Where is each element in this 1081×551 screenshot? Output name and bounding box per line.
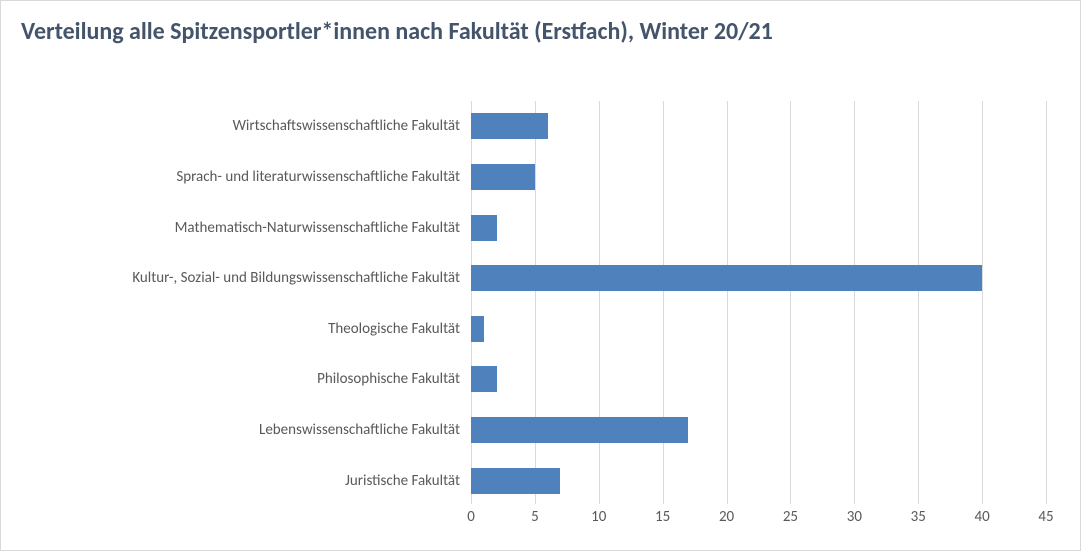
y-axis-label: Lebenswissenschaftliche Fakultät xyxy=(259,421,460,439)
bar-row xyxy=(471,304,1046,355)
y-axis-label: Theologische Fakultät xyxy=(328,320,460,338)
y-axis-label: Kultur-, Sozial- und Bildungswissenschaf… xyxy=(132,269,460,287)
x-axis-tick: 40 xyxy=(975,508,990,526)
x-axis-tick: 35 xyxy=(911,508,926,526)
y-axis-label: Sprach- und literaturwissenschaftliche F… xyxy=(176,168,460,186)
bar xyxy=(471,468,560,494)
bar-row xyxy=(471,101,1046,152)
x-axis-tick: 45 xyxy=(1038,508,1053,526)
bar-row xyxy=(471,253,1046,304)
x-axis: 051015202530354045 xyxy=(471,508,1046,528)
y-axis-label: Mathematisch-Naturwissenschaftliche Faku… xyxy=(175,219,460,237)
bar xyxy=(471,113,548,139)
bar-row xyxy=(471,202,1046,253)
bar xyxy=(471,366,497,392)
bar-row xyxy=(471,354,1046,405)
gridline xyxy=(1046,101,1047,504)
bar xyxy=(471,417,688,443)
y-axis-label: Wirtschaftswissenschaftliche Fakultät xyxy=(233,117,460,135)
x-axis-tick: 20 xyxy=(719,508,734,526)
plot-area xyxy=(471,101,1046,504)
x-axis-tick: 0 xyxy=(467,508,475,526)
y-axis-label: Philosophische Fakultät xyxy=(317,370,460,388)
bar xyxy=(471,215,497,241)
x-axis-tick: 10 xyxy=(591,508,606,526)
x-axis-tick: 25 xyxy=(783,508,798,526)
chart-title: Verteilung alle Spitzensportler*innen na… xyxy=(21,17,1062,47)
bar-row xyxy=(471,152,1046,203)
bar xyxy=(471,265,982,291)
bar xyxy=(471,164,535,190)
y-axis-label: Juristische Fakultät xyxy=(345,472,460,490)
bar-row xyxy=(471,455,1046,506)
bar xyxy=(471,316,484,342)
chart-container: Verteilung alle Spitzensportler*innen na… xyxy=(0,0,1081,551)
x-axis-tick: 5 xyxy=(531,508,539,526)
x-axis-tick: 15 xyxy=(655,508,670,526)
bar-row xyxy=(471,405,1046,456)
x-axis-tick: 30 xyxy=(847,508,862,526)
